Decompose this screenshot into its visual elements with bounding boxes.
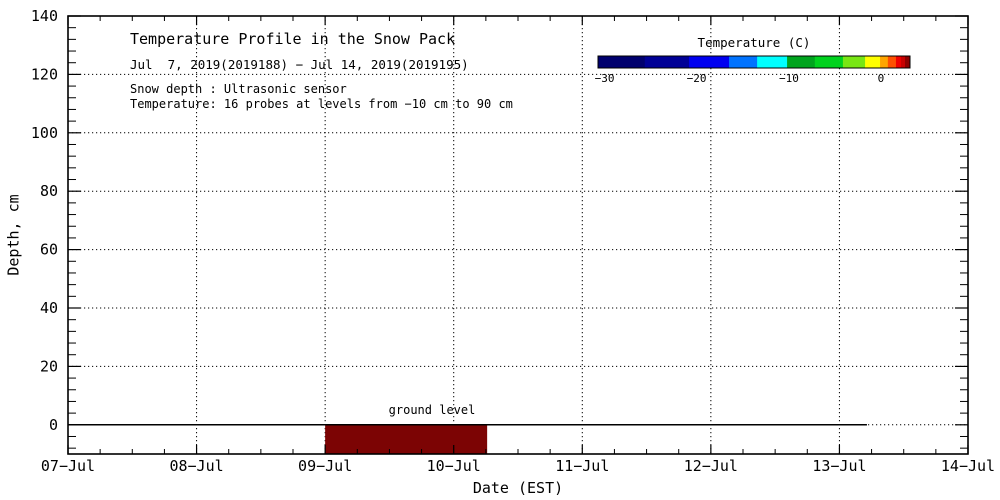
x-tick-labels: 07−Jul 08−Jul 09−Jul 10−Jul 11−Jul 12−Jul 13−J…: [41, 457, 995, 475]
colorbar-segment: [842, 56, 866, 68]
y-tick-label: 0: [49, 416, 58, 434]
colorbar-tick-label: −10: [779, 72, 799, 85]
colorbar-segment: [895, 56, 902, 68]
x-tick-label: 11−Jul: [555, 457, 609, 475]
x-tick-label: 08−Jul: [169, 457, 223, 475]
colorbar-tick-label: −20: [687, 72, 707, 85]
y-tick-label: 120: [31, 65, 58, 83]
colorbar-segment: [729, 56, 758, 68]
colorbar-tick-label: −30: [595, 72, 615, 85]
x-tick-label: 14−Jul: [941, 457, 995, 475]
colorbar-segment: [814, 56, 844, 68]
colorbar-segment: [865, 56, 881, 68]
colorbar-border: [597, 55, 911, 69]
below-ground-temperature-fill: [325, 424, 488, 454]
colorbar-segment: [887, 56, 897, 68]
y-tick-label: 60: [40, 241, 58, 259]
note-temperature: Temperature: 16 probes at levels from −1…: [130, 97, 513, 111]
colorbar-title: Temperature (C): [697, 35, 811, 50]
colorbar-segment: [787, 56, 816, 68]
ground-level-label: ground level: [388, 403, 476, 417]
x-tick-label: 10−Jul: [427, 457, 481, 475]
colorbar-segment: [900, 56, 906, 68]
colorbar-tick-label: 0: [878, 72, 885, 85]
horizontal-gridlines: [68, 73, 968, 426]
colorbar: [597, 55, 911, 69]
x-axis-title: Date (EST): [472, 479, 564, 497]
y-tick-label: 40: [40, 299, 58, 317]
y-tick-label: 100: [31, 124, 58, 142]
note-snow-depth: Snow depth : Ultrasonic sensor: [130, 82, 347, 96]
chart-title: Temperature Profile in the Snow Pack: [130, 30, 456, 48]
chart-date-range: Jul 7, 2019(2019188) − Jul 14, 2019(2019…: [130, 57, 469, 72]
vertical-gridlines: [196, 16, 840, 454]
x-tick-label: 13−Jul: [812, 457, 866, 475]
axis-ticks: [67, 15, 969, 454]
x-tick-label: 12−Jul: [684, 457, 738, 475]
colorbar-segment: [905, 56, 911, 68]
colorbar-segment: [598, 56, 646, 68]
colorbar-segment: [880, 56, 889, 68]
y-tick-labels: 0 20 40 60 80 100 120 140: [31, 7, 58, 434]
y-tick-label: 140: [31, 7, 58, 25]
colorbar-tick-labels: −30 −20 −10 0: [595, 72, 885, 85]
colorbar-segment: [689, 56, 730, 68]
x-tick-label: 07−Jul: [41, 457, 95, 475]
colorbar-segment: [644, 56, 690, 68]
x-tick-label: 09−Jul: [298, 457, 352, 475]
colorbar-segment: [757, 56, 788, 68]
y-axis-title: Depth, cm: [4, 194, 23, 276]
y-tick-label: 20: [40, 357, 58, 375]
y-tick-label: 80: [40, 182, 58, 200]
